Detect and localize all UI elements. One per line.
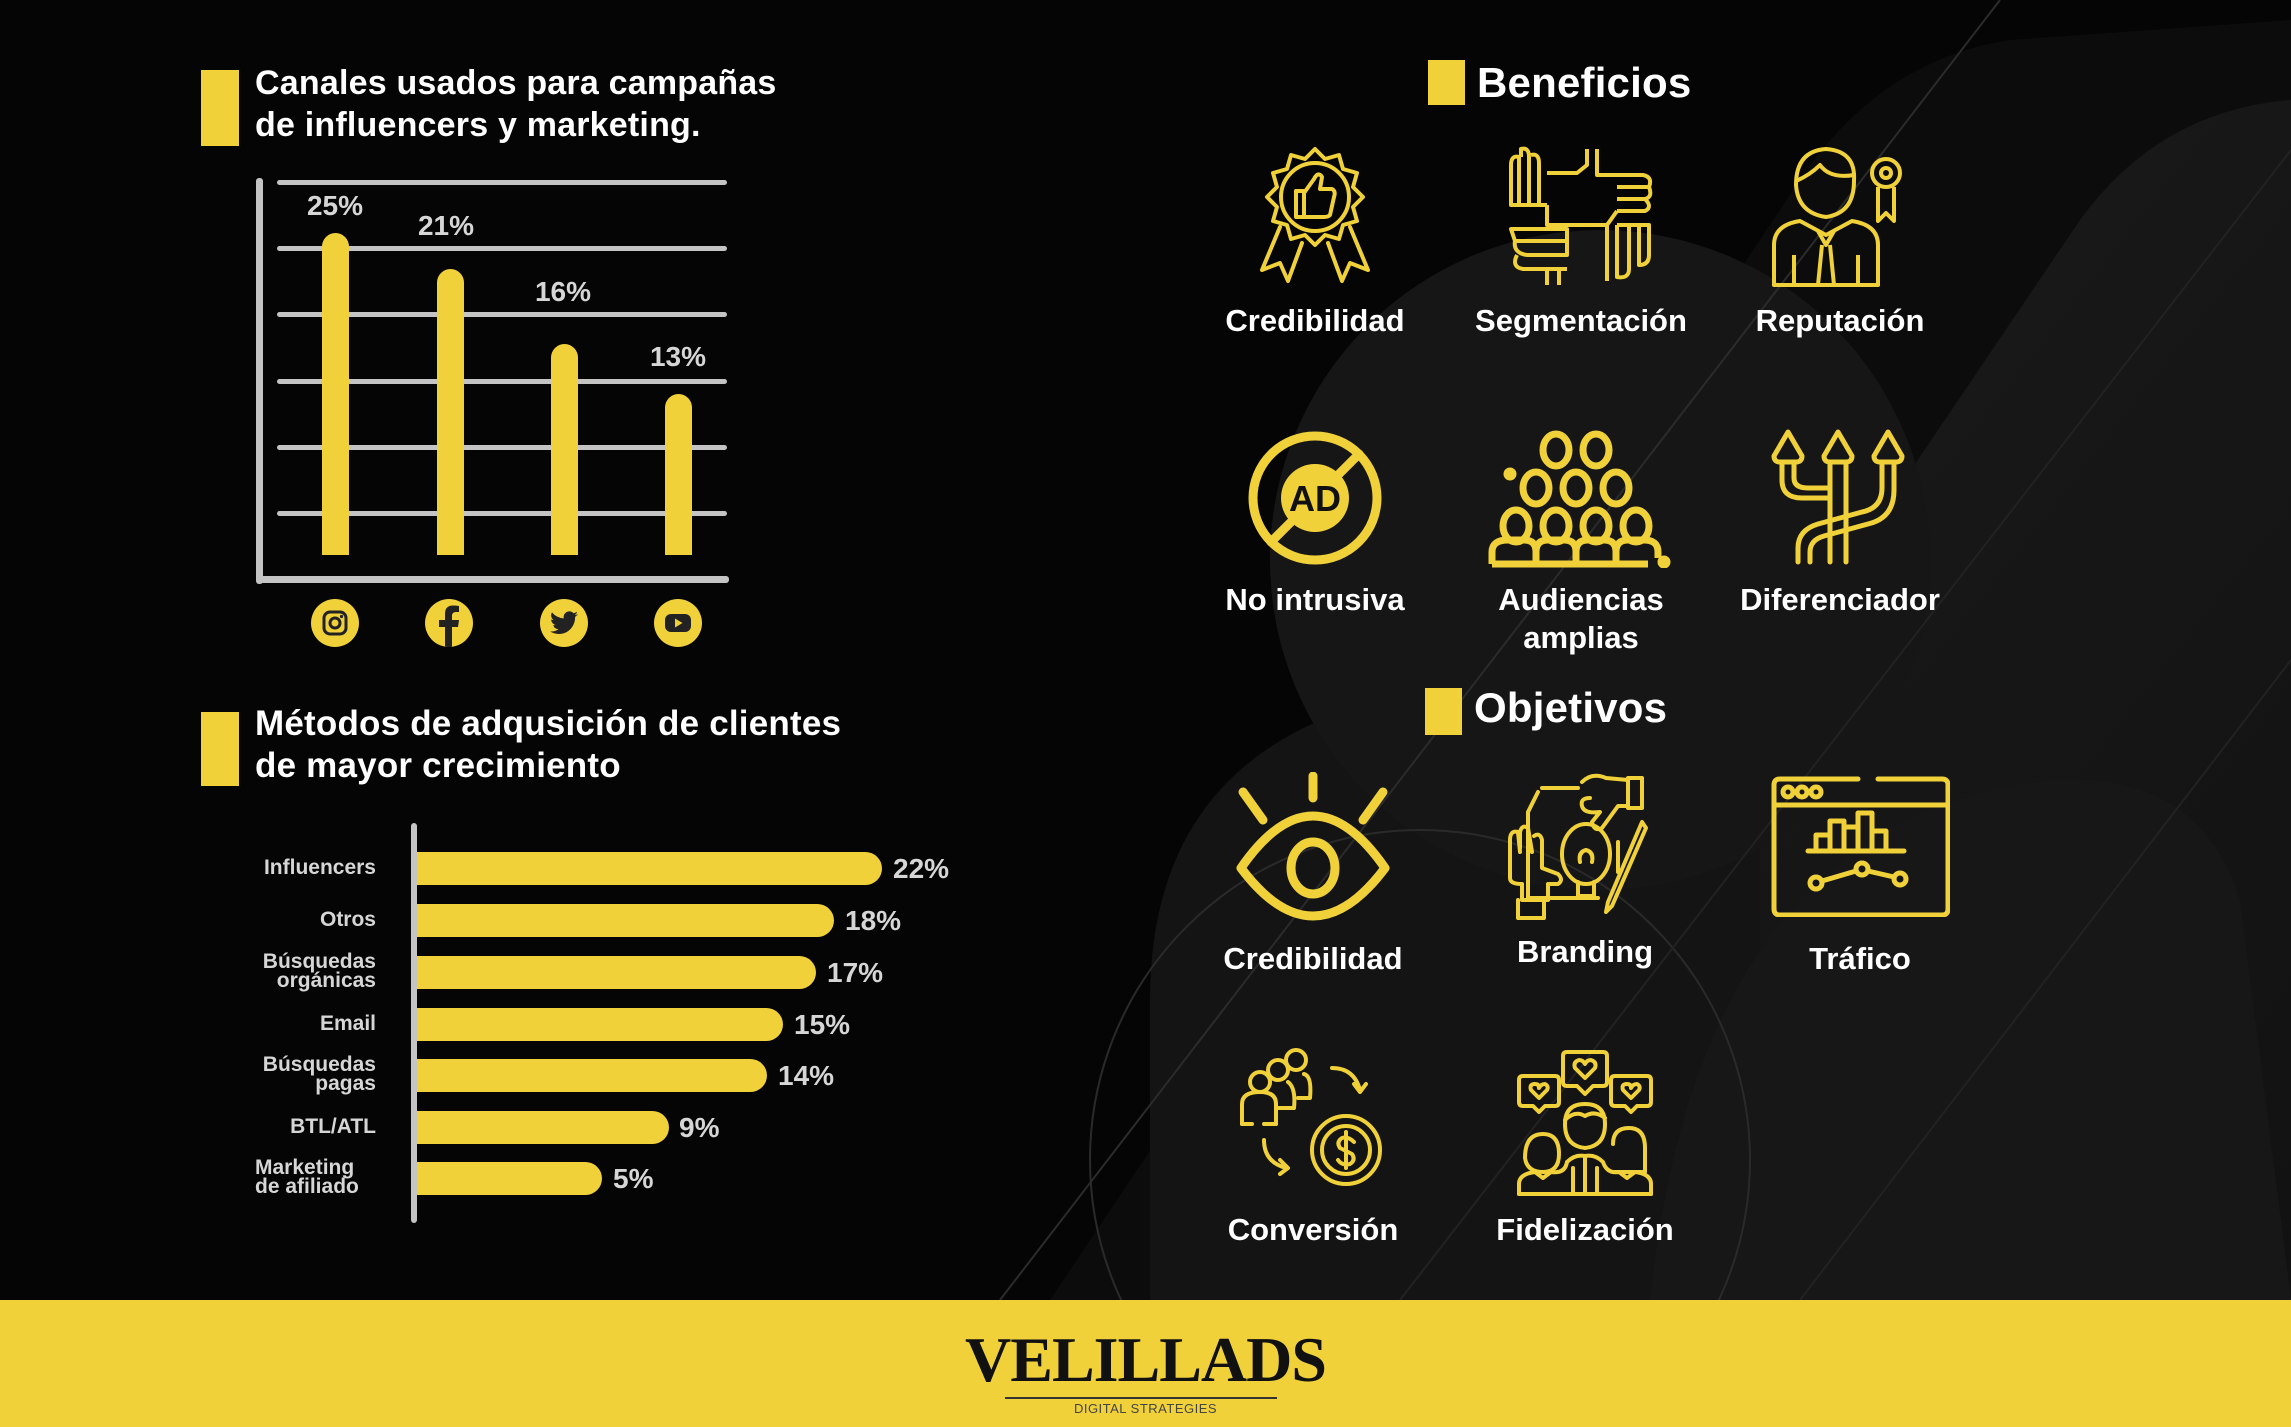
gridline	[277, 445, 727, 450]
category-label: Otros	[319, 908, 376, 931]
beneficio-label-line1: Audiencias	[1498, 582, 1664, 617]
chart1-title-line1: Canales usados para campañas	[255, 64, 777, 102]
users-to-money-icon	[1238, 1048, 1388, 1193]
gridline	[277, 246, 727, 251]
bar-value-label: 15%	[794, 1009, 851, 1040]
x-axis	[256, 576, 729, 583]
people-hearts-icon	[1515, 1048, 1655, 1203]
category-label: Búsquedas pagas	[262, 1053, 376, 1095]
beneficio-label: No intrusiva	[1225, 582, 1405, 617]
gridline	[277, 511, 727, 516]
category-label: Email	[319, 1012, 376, 1035]
joined-hands-icon	[1507, 145, 1655, 290]
browser-analytics-icon	[1770, 775, 1951, 922]
svg-text:AD: AD	[1289, 478, 1341, 519]
beneficio-label: Reputación	[1755, 303, 1925, 338]
logo-underline	[1005, 1397, 1277, 1399]
beneficio-label: Diferenciador	[1740, 582, 1940, 617]
bar-btl-atl	[417, 1111, 669, 1144]
beneficio-label-multiline: Audiencias amplias	[1451, 581, 1711, 657]
no-ad-icon: AD	[1245, 428, 1385, 573]
beneficio-label: Segmentación	[1475, 303, 1687, 338]
brand-logo: VELILLADS	[965, 1324, 1327, 1395]
objetivo-label: Credibilidad	[1223, 941, 1403, 976]
section-marker	[201, 712, 239, 786]
bar-youtube	[665, 394, 692, 555]
gridline	[277, 312, 727, 317]
award-thumbs-up-icon	[1250, 145, 1380, 295]
idea-hands-icon	[1508, 772, 1656, 927]
beneficios-title: Beneficios	[1477, 59, 1692, 106]
facebook-icon	[425, 599, 473, 647]
y-axis	[411, 823, 417, 1223]
youtube-icon	[654, 599, 702, 647]
chart2-title-line1: Métodos de adqusición de clientes	[255, 704, 842, 743]
eye-icon	[1235, 771, 1391, 927]
category-label: Búsquedas orgánicas	[262, 950, 376, 992]
objetivo-label: Conversión	[1227, 1212, 1399, 1247]
twitter-icon	[540, 599, 588, 647]
section-marker	[1425, 688, 1462, 735]
category-label: Influencers	[263, 856, 376, 879]
section-marker	[201, 70, 239, 146]
bar-value-label: 5%	[613, 1163, 654, 1194]
bar-otros	[417, 904, 834, 937]
bar-email	[417, 1008, 783, 1041]
bar-value-label: 21%	[417, 210, 475, 241]
bar-instagram	[322, 233, 349, 555]
section-marker	[1428, 60, 1465, 105]
bar-value-label: 14%	[778, 1060, 835, 1091]
instagram-icon	[311, 599, 359, 647]
bar-influencers	[417, 852, 882, 885]
gridline	[277, 379, 727, 384]
brand-tagline: DIGITAL STRATEGIES	[1073, 1401, 1218, 1416]
footer: VELILLADS DIGITAL STRATEGIES	[0, 1300, 2291, 1427]
chart2-title: Métodos de adqusición de clientes de may…	[255, 703, 841, 787]
bar-marketing-afiliado	[417, 1162, 602, 1195]
person-award-icon	[1770, 145, 1910, 295]
bar-value-label: 13%	[649, 341, 707, 372]
bar-busquedas-organicas	[417, 956, 816, 989]
category-label: BTL/ATL	[290, 1115, 376, 1138]
bar-value-label: 16%	[534, 276, 592, 307]
bar-twitter	[551, 344, 578, 555]
crowd-icon	[1488, 428, 1674, 573]
bar-value-label: 9%	[679, 1112, 720, 1143]
y-axis	[256, 178, 263, 584]
gridline	[277, 180, 727, 185]
objetivos-title: Objetivos	[1474, 684, 1668, 731]
objetivo-label: Fidelización	[1496, 1212, 1674, 1247]
bar-busquedas-pagas	[417, 1059, 767, 1092]
bar-facebook	[437, 269, 464, 555]
diverging-arrows-icon	[1768, 428, 1908, 573]
chart1-title-line2: de influencers y marketing.	[255, 106, 701, 144]
bar-value-label: 17%	[827, 957, 884, 988]
objetivo-label: Tráfico	[1809, 941, 1911, 976]
chart1-title: Canales usados para campañas de influenc…	[255, 62, 777, 146]
category-label: Marketing de afiliado	[255, 1156, 359, 1198]
objetivo-label: Branding	[1516, 934, 1654, 969]
bar-value-label: 22%	[893, 853, 950, 884]
beneficio-label-line2: amplias	[1523, 620, 1639, 655]
bar-value-label: 25%	[306, 190, 364, 221]
beneficio-label: Credibilidad	[1225, 303, 1405, 338]
bar-value-label: 18%	[845, 905, 902, 936]
chart2-title-line2: de mayor crecimiento	[255, 746, 621, 785]
